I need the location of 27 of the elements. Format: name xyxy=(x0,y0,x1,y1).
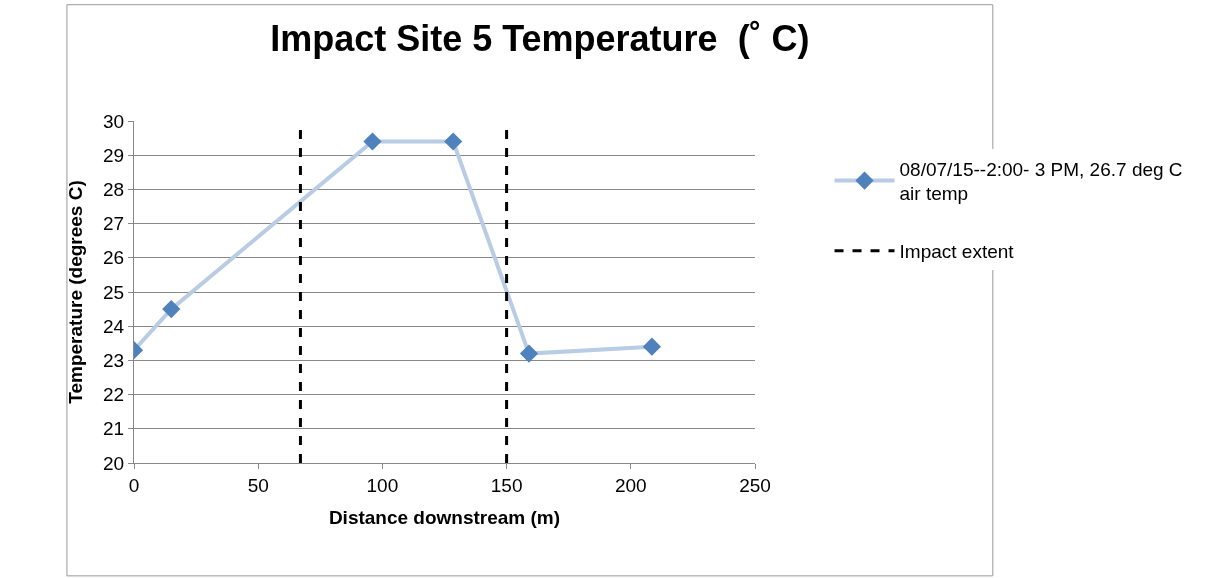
y-tick-label: 26 xyxy=(103,247,125,269)
point xyxy=(519,344,539,363)
y-tick-label: 22 xyxy=(103,384,125,406)
point xyxy=(444,132,463,151)
point xyxy=(642,337,662,356)
y-tick-label: 24 xyxy=(103,315,125,337)
chart-title: Impact Site 5 Temperature (˚ C) xyxy=(270,18,810,60)
x-axis-title: Distance downstream (m) xyxy=(328,506,561,528)
y-tick-label: 25 xyxy=(103,281,125,303)
y-tick-label: 29 xyxy=(103,144,125,166)
x-tick-label: 250 xyxy=(739,474,771,496)
legend-label: 08/07/15--2:00- 3 PM, 26.7 deg C air temp xyxy=(899,158,1183,205)
y-tick-label: 30 xyxy=(103,110,125,132)
y-tick-label: 28 xyxy=(103,179,125,201)
y-axis-title: Temperature (degrees C) xyxy=(64,180,86,404)
x-tick-label: 0 xyxy=(128,474,140,496)
y-tick-label: 23 xyxy=(103,350,125,372)
y-tick-label: 20 xyxy=(103,452,125,474)
x-tick-label: 200 xyxy=(614,474,647,496)
x-tick-label: 150 xyxy=(490,474,523,496)
y-tick-label: 27 xyxy=(103,213,125,235)
y-tick-label: 21 xyxy=(103,418,125,440)
x-tick-label: 50 xyxy=(247,474,269,496)
point xyxy=(363,132,382,151)
point xyxy=(162,300,181,319)
ref-line-label: Impact extent xyxy=(899,241,1015,263)
x-tick-label: 100 xyxy=(366,474,399,496)
